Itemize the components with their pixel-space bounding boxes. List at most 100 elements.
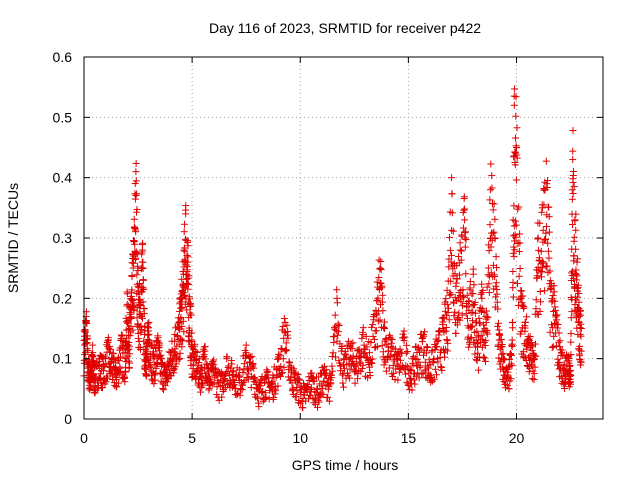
data-point bbox=[328, 371, 336, 379]
data-point bbox=[171, 337, 179, 345]
data-point bbox=[374, 296, 382, 304]
data-point bbox=[423, 343, 431, 351]
data-point bbox=[476, 319, 484, 327]
data-point bbox=[461, 205, 469, 213]
data-point bbox=[249, 361, 257, 369]
data-point bbox=[408, 386, 416, 394]
data-point bbox=[314, 396, 322, 404]
data-point bbox=[411, 380, 419, 388]
data-point bbox=[128, 273, 136, 281]
data-point bbox=[276, 372, 284, 380]
data-point bbox=[566, 361, 574, 369]
data-point bbox=[510, 252, 518, 260]
data-point bbox=[449, 227, 457, 235]
data-point bbox=[148, 375, 156, 383]
data-point bbox=[524, 362, 532, 370]
data-point bbox=[240, 360, 248, 368]
data-point bbox=[426, 361, 434, 369]
data-point bbox=[532, 305, 540, 313]
data-point bbox=[451, 308, 459, 316]
data-point bbox=[568, 221, 576, 229]
data-point bbox=[486, 221, 494, 229]
data-point bbox=[325, 397, 333, 405]
data-point bbox=[138, 246, 146, 254]
data-point bbox=[381, 325, 389, 332]
data-point bbox=[296, 399, 304, 407]
data-point bbox=[536, 256, 544, 264]
data-point bbox=[200, 351, 208, 359]
data-point bbox=[511, 85, 519, 93]
data-point bbox=[338, 371, 346, 379]
data-point bbox=[387, 334, 395, 342]
data-point bbox=[568, 195, 576, 203]
data-point bbox=[447, 251, 455, 259]
data-point bbox=[547, 282, 555, 290]
data-point bbox=[505, 356, 513, 364]
data-point bbox=[136, 300, 144, 308]
data-point bbox=[552, 342, 560, 350]
data-point bbox=[332, 353, 340, 361]
data-point bbox=[434, 337, 442, 345]
x-axis-label: GPS time / hours bbox=[292, 457, 399, 473]
data-point bbox=[461, 243, 469, 251]
data-point bbox=[457, 247, 465, 255]
data-point bbox=[421, 358, 429, 366]
data-point bbox=[445, 233, 453, 241]
data-point bbox=[157, 370, 165, 378]
data-point bbox=[456, 271, 464, 279]
data-point bbox=[97, 370, 105, 378]
data-point bbox=[356, 352, 364, 360]
y-tick-label: 0.3 bbox=[53, 230, 73, 246]
data-point bbox=[560, 361, 568, 369]
y-tick-label: 0.2 bbox=[53, 290, 73, 306]
data-point bbox=[461, 234, 469, 242]
data-point bbox=[262, 373, 270, 381]
data-point bbox=[577, 347, 585, 355]
data-point bbox=[359, 361, 367, 369]
data-point bbox=[528, 362, 536, 370]
data-point bbox=[394, 376, 402, 384]
data-point bbox=[346, 374, 354, 382]
data-point bbox=[515, 247, 523, 255]
data-point bbox=[513, 280, 521, 288]
data-point bbox=[262, 393, 270, 401]
data-point bbox=[485, 289, 493, 297]
data-point bbox=[381, 318, 389, 326]
data-point bbox=[185, 272, 193, 280]
data-point bbox=[254, 394, 262, 402]
data-point bbox=[178, 322, 186, 330]
data-point bbox=[483, 326, 491, 334]
data-point bbox=[178, 304, 186, 312]
data-point bbox=[346, 343, 354, 351]
data-point bbox=[571, 216, 579, 224]
data-point bbox=[248, 352, 256, 360]
data-point bbox=[115, 379, 123, 387]
data-point bbox=[473, 327, 481, 335]
data-point bbox=[239, 369, 247, 377]
data-point bbox=[310, 377, 318, 385]
data-point bbox=[181, 291, 189, 299]
data-point bbox=[550, 288, 558, 296]
data-point bbox=[555, 329, 563, 337]
data-point bbox=[456, 239, 464, 247]
data-point bbox=[81, 328, 89, 336]
data-point bbox=[320, 367, 328, 375]
data-point bbox=[516, 265, 524, 273]
data-point bbox=[508, 343, 516, 351]
data-point bbox=[139, 239, 147, 247]
data-point bbox=[482, 357, 490, 365]
data-point bbox=[495, 354, 503, 362]
data-point bbox=[461, 216, 469, 224]
data-point bbox=[551, 306, 559, 314]
data-point bbox=[327, 379, 335, 387]
data-point bbox=[129, 259, 137, 267]
data-point bbox=[533, 272, 541, 280]
data-point bbox=[498, 350, 506, 358]
data-point bbox=[128, 295, 136, 303]
data-point bbox=[89, 341, 97, 349]
data-point bbox=[551, 319, 559, 327]
data-point bbox=[460, 293, 468, 301]
data-point bbox=[463, 314, 471, 322]
data-point bbox=[95, 355, 103, 363]
data-point bbox=[192, 347, 200, 355]
